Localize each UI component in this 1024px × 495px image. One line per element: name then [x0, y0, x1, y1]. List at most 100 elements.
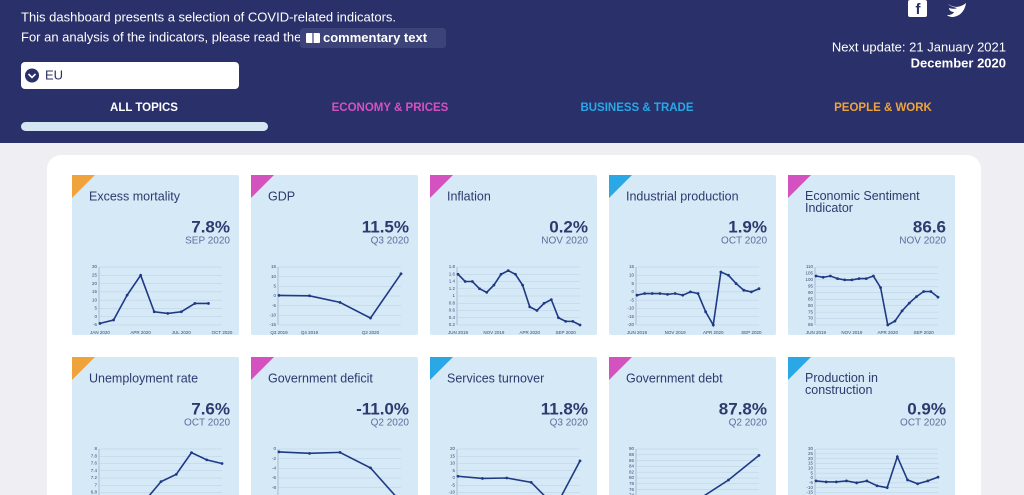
x-tick-label: Q2 2020 — [362, 330, 380, 335]
data-point — [749, 290, 753, 294]
y-tick-label: -10 — [269, 313, 276, 318]
card-period: Q3 2020 — [371, 236, 410, 247]
y-tick-label: -15 — [806, 490, 813, 495]
data-point — [528, 305, 532, 309]
data-point — [535, 309, 539, 312]
select-box[interactable] — [21, 62, 239, 89]
x-tick-label: APR 2020 — [520, 330, 541, 335]
data-point — [369, 466, 372, 470]
card-value: 1.9% — [728, 217, 767, 236]
y-tick-label: 84 — [629, 464, 635, 469]
y-tick-label: 75 — [808, 309, 814, 314]
twitter-icon[interactable] — [947, 3, 966, 17]
y-tick-label: -15 — [627, 314, 634, 319]
card-period: Q3 2020 — [550, 418, 589, 429]
data-point — [514, 272, 517, 276]
x-tick-label: Q3 2019 — [270, 330, 288, 335]
card[interactable] — [788, 175, 955, 335]
y-tick-label: 0 — [631, 289, 634, 294]
y-tick-label: 1.8 — [449, 264, 456, 269]
y-tick-label: 80 — [629, 475, 635, 480]
data-point — [564, 319, 568, 323]
data-point — [499, 272, 503, 276]
y-tick-label: 7.2 — [91, 475, 98, 480]
x-tick-label: APR 2020 — [878, 330, 899, 335]
button-bg[interactable] — [300, 28, 446, 48]
data-point — [834, 480, 838, 484]
card-period: OCT 2020 — [900, 418, 946, 429]
x-tick-label: JUN 2019 — [448, 330, 469, 335]
data-line — [457, 460, 581, 495]
data-point — [492, 283, 496, 287]
card-value: -11.0% — [356, 399, 409, 418]
y-tick-label: -10 — [448, 490, 455, 495]
country-select[interactable]: EU — [21, 62, 239, 89]
data-point — [893, 319, 897, 323]
data-point — [470, 280, 474, 283]
y-tick-label: 90 — [629, 446, 635, 451]
data-point — [936, 475, 940, 479]
data-point — [529, 480, 533, 484]
y-tick-label: 0 — [94, 314, 97, 319]
card[interactable] — [430, 357, 597, 495]
data-point — [193, 302, 197, 305]
card-period: NOV 2020 — [899, 236, 946, 247]
data-point — [907, 301, 911, 305]
card-title: Industrial production — [626, 189, 739, 203]
y-tick-label: 10 — [450, 461, 456, 466]
y-tick-label: 1 — [452, 293, 455, 298]
button-label[interactable]: commentary text — [323, 30, 428, 45]
facebook-icon[interactable] — [908, 0, 927, 17]
y-tick-label: 5 — [810, 470, 813, 475]
card[interactable] — [430, 175, 597, 335]
y-tick-label: 0 — [273, 293, 276, 298]
select-icon — [27, 73, 37, 79]
card[interactable] — [72, 175, 239, 335]
tab[interactable]: ALL TOPICS — [110, 102, 178, 114]
month: December 2020 — [911, 55, 1006, 70]
card[interactable] — [72, 357, 239, 495]
data-point — [174, 472, 178, 476]
data-point — [485, 290, 489, 294]
card[interactable] — [609, 175, 776, 335]
data-point — [125, 293, 129, 297]
data-point — [915, 295, 918, 299]
y-tick-label: 88 — [629, 452, 635, 457]
data-point — [139, 273, 143, 277]
select-value[interactable]: EU — [45, 67, 63, 82]
data-point — [506, 269, 510, 273]
y-tick-label: 15 — [92, 289, 98, 294]
data-point — [277, 450, 281, 454]
data-point — [557, 316, 560, 320]
data-point — [926, 479, 930, 483]
x-tick-label: SEP 2020 — [914, 330, 935, 335]
data-point — [886, 323, 890, 327]
card-period: OCT 2020 — [184, 418, 230, 429]
card-title: Services turnover — [447, 371, 544, 385]
commentary-button[interactable]: commentary text — [300, 28, 446, 48]
data-point — [220, 462, 224, 465]
data-point — [338, 450, 342, 454]
card[interactable] — [788, 357, 955, 495]
y-tick-label: -6 — [272, 475, 276, 480]
data-point — [673, 292, 677, 295]
y-tick-label: 95 — [808, 284, 814, 289]
card-value: 11.5% — [362, 217, 409, 236]
y-tick-label: 78 — [629, 481, 635, 486]
y-tick-label: 5 — [452, 468, 455, 473]
card[interactable] — [251, 357, 418, 495]
data-point — [843, 278, 847, 282]
data-point — [205, 458, 209, 462]
y-tick-label: -5 — [451, 482, 455, 487]
y-tick-label: -20 — [627, 322, 634, 327]
x-tick-label: OCT 2020 — [212, 330, 233, 335]
tab[interactable]: BUSINESS & TRADE — [580, 102, 693, 114]
data-point — [850, 278, 854, 282]
tab[interactable]: PEOPLE & WORK — [834, 102, 932, 114]
data-point — [875, 484, 879, 488]
y-tick-label: 5 — [273, 284, 276, 289]
topic-corner — [609, 357, 632, 380]
data-point — [456, 272, 460, 276]
tab[interactable]: ECONOMY & PRICES — [332, 102, 449, 114]
select-icon — [25, 68, 39, 83]
